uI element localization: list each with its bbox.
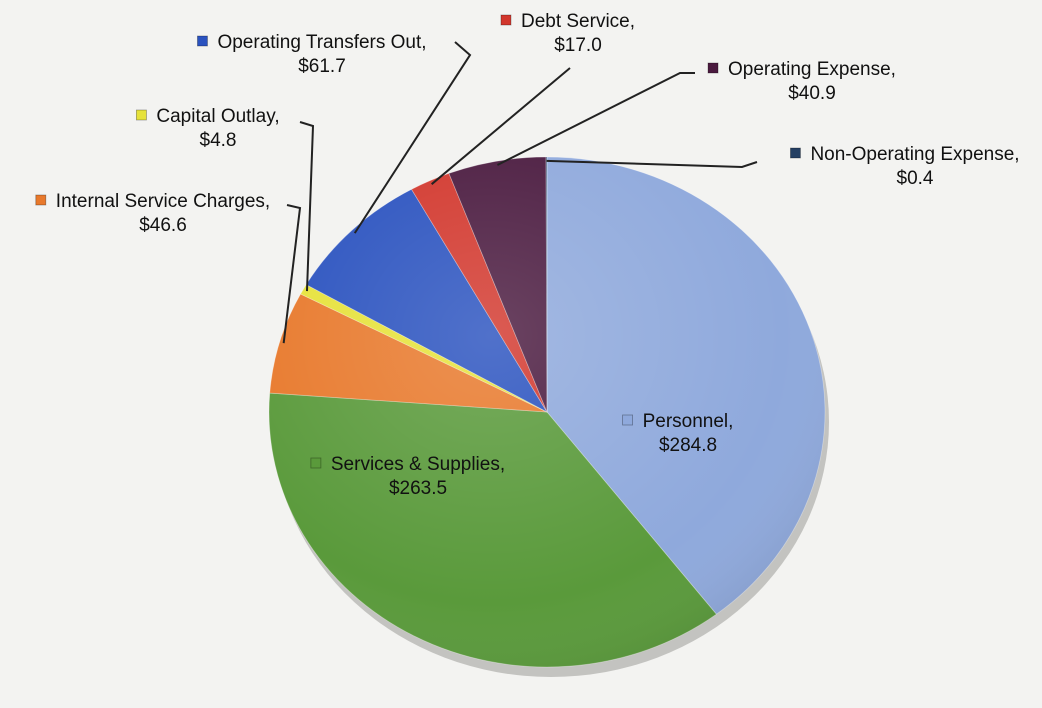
value-internal-service-charges: $46.6 (139, 215, 187, 236)
legend-key-capital-outlay (135, 109, 147, 121)
legend-key-personnel (622, 414, 633, 426)
legend-key-operating-transfers-out (197, 35, 208, 47)
leader-line-capital-outlay (299, 121, 315, 292)
legend-key-debt-service (500, 14, 512, 26)
value-operating-transfers-out: $61.7 (298, 56, 346, 77)
label-capital-outlay: Capital Outlay, (156, 106, 279, 127)
label-non-operating-expense: Non-Operating Expense, (810, 144, 1019, 165)
value-services-and-supplies: $263.5 (389, 478, 447, 499)
label-personnel: Personnel, (643, 411, 734, 432)
label-debt-service: Debt Service, (521, 11, 635, 32)
label-operating-expense: Operating Expense, (728, 59, 896, 80)
label-services-and-supplies: Services & Supplies, (331, 454, 505, 475)
leader-line-operating-transfers-out (353, 41, 472, 234)
label-internal-service-charges: Internal Service Charges, (56, 191, 270, 212)
leader-line-operating-expense (496, 72, 695, 166)
value-capital-outlay: $4.8 (200, 130, 237, 151)
value-operating-expense: $40.9 (788, 83, 836, 104)
legend-key-operating-expense (707, 62, 719, 74)
value-debt-service: $17.0 (554, 35, 602, 56)
pie-gloss (269, 157, 825, 667)
data-labels: Personnel, $284.8 Services & Supplies, $263… (35, 11, 1020, 499)
leader-line-internal-service-charges (282, 204, 302, 344)
leader-line-non-operating-expense (546, 159, 758, 169)
label-operating-transfers-out: Operating Transfers Out, (217, 32, 426, 53)
pie-shading (269, 157, 825, 667)
leader-line-debt-service (431, 67, 571, 185)
value-non-operating-expense: $0.4 (897, 168, 934, 189)
legend-key-services-and-supplies (310, 457, 322, 469)
legend-key-internal-service-charges (35, 194, 47, 206)
value-personnel: $284.8 (659, 435, 717, 456)
leader-lines (282, 41, 758, 344)
legend-key-non-operating-expense (790, 147, 801, 159)
